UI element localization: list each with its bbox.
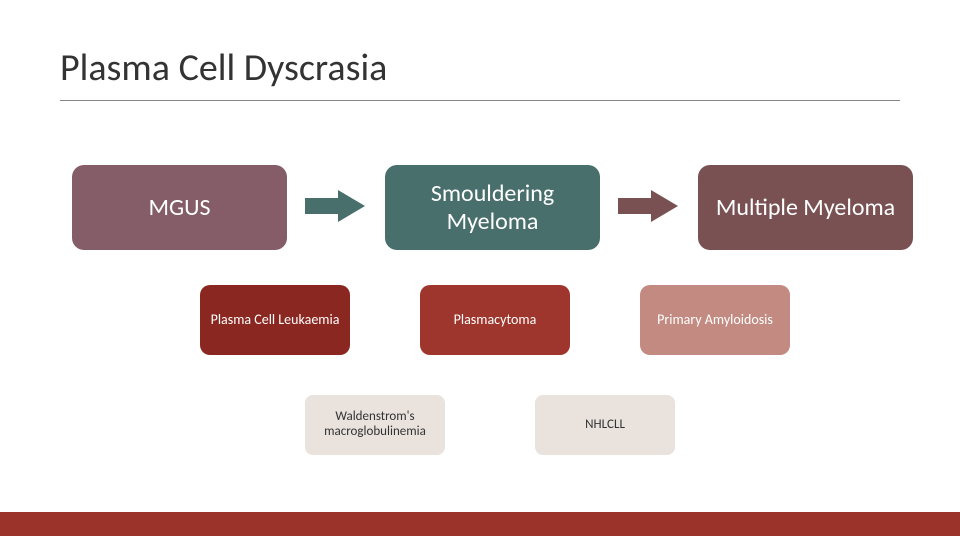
- arrow-icon: [305, 190, 365, 222]
- page-title: Plasma Cell Dyscrasia: [60, 45, 387, 91]
- flow-box-primary-amyloidosis: Primary Amyloidosis: [640, 285, 790, 355]
- arrow-body: [618, 198, 651, 214]
- flow-box-plasmacytoma: Plasmacytoma: [420, 285, 570, 355]
- flow-box-nhl-cll: NHLCLL: [535, 395, 675, 455]
- slide: Plasma Cell Dyscrasia MGUS Smouldering M…: [0, 0, 960, 540]
- arrow-icon: [618, 190, 678, 222]
- flow-box-multiple-myeloma: Multiple Myeloma: [698, 165, 913, 250]
- arrow-head-icon: [651, 190, 678, 222]
- flow-box-mgus: MGUS: [72, 165, 287, 250]
- flow-box-waldenstrom: Waldenstrom's macroglobulinemia: [305, 395, 445, 455]
- arrow-head-icon: [338, 190, 365, 222]
- footer-bar: [0, 512, 960, 536]
- flow-box-plasma-cell-leukaemia: Plasma Cell Leukaemia: [200, 285, 350, 355]
- flow-box-smouldering: Smouldering Myeloma: [385, 165, 600, 250]
- arrow-body: [305, 198, 338, 214]
- title-underline: [60, 100, 900, 101]
